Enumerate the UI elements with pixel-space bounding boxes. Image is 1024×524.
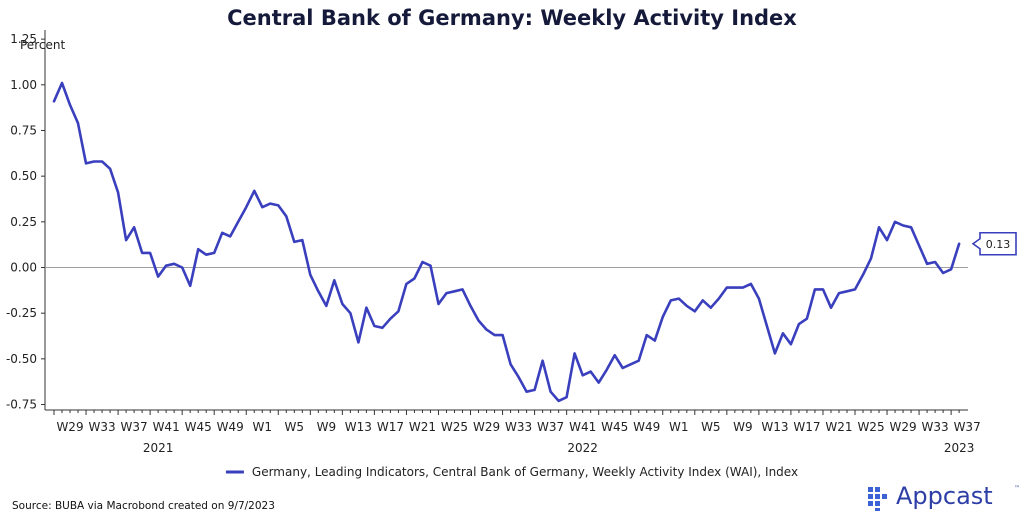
y-tick-label: 1.25 [10, 32, 37, 46]
x-tick-label: W21 [825, 420, 852, 434]
y-tick-label: 0.25 [10, 215, 37, 229]
x-tick-label: W5 [285, 420, 305, 434]
y-tick-label: 1.00 [10, 78, 37, 92]
x-tick-label: W29 [889, 420, 916, 434]
x-tick-label: W25 [441, 420, 468, 434]
x-tick-label: W9 [733, 420, 753, 434]
x-tick-label: W13 [345, 420, 372, 434]
x-tick-label: W37 [954, 420, 981, 434]
y-tick-label: 0.00 [10, 261, 37, 275]
y-tick-label: -0.25 [6, 306, 37, 320]
x-tick-label: W33 [88, 420, 115, 434]
end-value-label: 0.13 [986, 238, 1011, 251]
x-tick-label: W21 [409, 420, 436, 434]
x-tick-label: W41 [153, 420, 180, 434]
appcast-logo: Appcast ™ [868, 482, 1020, 516]
x-tick-label: W45 [601, 420, 628, 434]
x-tick-label: W33 [922, 420, 949, 434]
x-tick-label: W5 [701, 420, 721, 434]
x-tick-label: W9 [317, 420, 337, 434]
x-tick-label: W1 [253, 420, 273, 434]
trademark-symbol: ™ [1014, 485, 1020, 492]
source-note: Source: BUBA via Macrobond created on 9/… [12, 500, 275, 512]
y-tick-label: 0.50 [10, 169, 37, 183]
y-axis-label: Percent [20, 38, 65, 52]
x-tick-label: W1 [669, 420, 689, 434]
x-tick-label: W41 [569, 420, 596, 434]
chart-title: Central Bank of Germany: Weekly Activity… [227, 6, 797, 30]
end-value-callout [971, 231, 1017, 256]
line-chart: 1.25 1.00 0.75 0.50 0.25 0.00 -0.25 -0.50 -0.75 P… [6, 30, 1017, 479]
y-tick-label: 0.75 [10, 123, 37, 137]
legend-label: Germany, Leading Indicators, Central Ban… [252, 465, 798, 479]
x-year-label: 2023 [944, 441, 975, 455]
x-tick-label: W29 [473, 420, 500, 434]
x-year-label: 2021 [143, 441, 174, 455]
x-year-label: 2022 [567, 441, 598, 455]
x-tick-label: W49 [633, 420, 660, 434]
x-tick-label: W13 [761, 420, 788, 434]
x-tick-label: W37 [121, 420, 148, 434]
x-tick-label: W29 [56, 420, 83, 434]
appcast-logo-icon [868, 487, 892, 511]
x-tick-label: W45 [185, 420, 212, 434]
appcast-logo-text: Appcast [896, 482, 993, 510]
series-line [52, 81, 961, 403]
y-tick-label: -0.75 [6, 398, 37, 412]
y-tick-label: -0.50 [6, 352, 37, 366]
x-tick-label: W49 [217, 420, 244, 434]
x-tick-label: W17 [377, 420, 404, 434]
x-tick-label: W25 [857, 420, 884, 434]
x-tick-label: W17 [793, 420, 820, 434]
x-tick-label: W33 [505, 420, 532, 434]
x-tick-label: W37 [537, 420, 564, 434]
